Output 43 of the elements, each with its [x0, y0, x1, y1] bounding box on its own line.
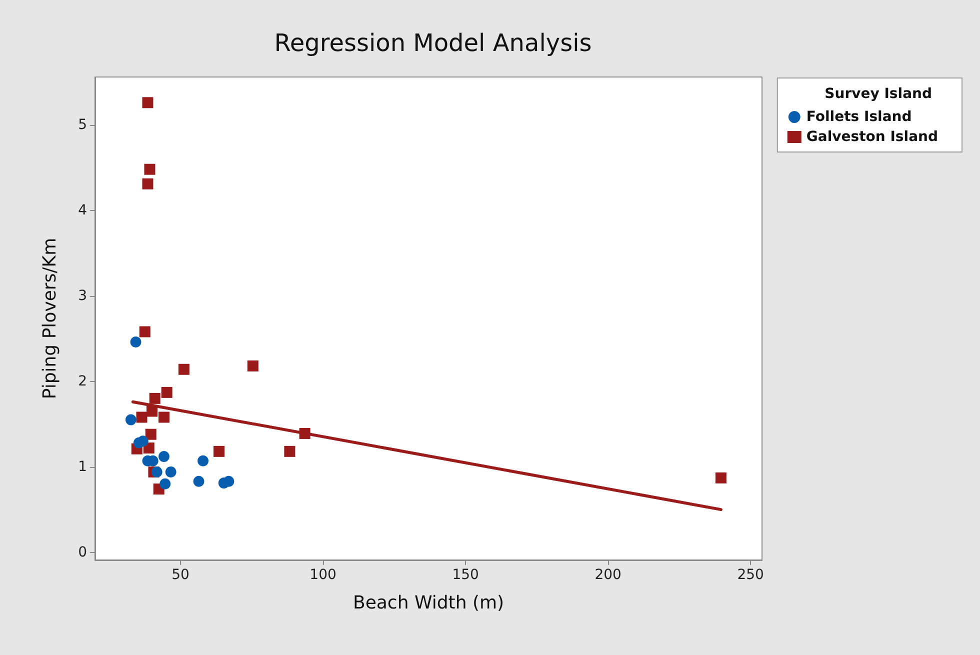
point: [284, 446, 296, 457]
y-tick-label: 2: [78, 373, 87, 390]
legend-title: Survey Island: [824, 86, 932, 102]
x-tick-label: 200: [594, 567, 622, 583]
x-tick-label: 50: [172, 567, 190, 583]
point: [151, 466, 162, 478]
point: [198, 455, 209, 466]
point: [160, 478, 171, 490]
point: [178, 364, 190, 375]
point: [149, 392, 160, 404]
point: [137, 436, 148, 447]
point: [146, 406, 158, 417]
y-tick-label: 0: [78, 544, 87, 560]
point: [158, 451, 170, 462]
point: [247, 360, 258, 372]
point: [223, 476, 234, 487]
point: [125, 414, 136, 426]
y-tick-label: 4: [78, 202, 88, 218]
point: [299, 428, 310, 439]
point: [158, 412, 170, 423]
x-axis-title: Beach Width (m): [352, 592, 504, 614]
y-tick-label: 1: [78, 458, 87, 475]
point: [193, 476, 204, 487]
point: [145, 428, 156, 440]
x-tick-label: 250: [737, 567, 764, 583]
chart-title: Regression Model Analysis: [274, 29, 592, 57]
point: [139, 326, 150, 338]
point: [161, 386, 172, 398]
x-tick-label: 150: [452, 567, 479, 583]
legend-label: Follets Island: [806, 109, 912, 125]
point: [165, 466, 176, 478]
y-axis-title: Piping Plovers/Km: [40, 238, 60, 400]
point: [213, 446, 224, 457]
legend-label: Galveston Island: [806, 129, 938, 145]
point: [715, 472, 726, 484]
y-tick-label: 3: [78, 288, 87, 304]
x-tick-label: 100: [310, 567, 336, 583]
point: [130, 336, 142, 348]
y-tick-label: 5: [78, 116, 87, 133]
point: [144, 164, 156, 175]
point: [136, 412, 148, 423]
point: [142, 178, 154, 190]
point: [142, 97, 154, 108]
